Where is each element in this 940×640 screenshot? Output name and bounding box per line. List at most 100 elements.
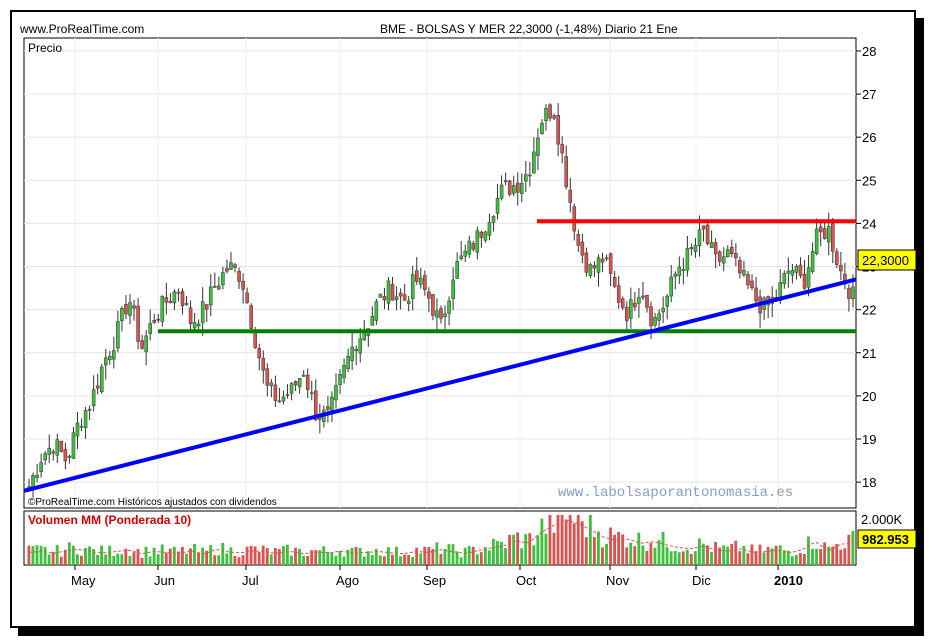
volume-bar	[75, 554, 79, 565]
volume-bar	[108, 545, 112, 565]
volume-bar	[427, 546, 431, 565]
volume-bar	[31, 546, 35, 565]
volume-bar	[693, 551, 697, 565]
candle-down	[717, 251, 722, 262]
volume-bar	[831, 546, 835, 565]
volume-bar	[609, 527, 612, 565]
price-tick-label: 22	[862, 303, 876, 318]
candle-down	[204, 304, 209, 310]
candle-up	[726, 249, 730, 258]
candle-down	[261, 357, 266, 371]
time-tick-label: Nov	[606, 573, 630, 588]
candle-down	[249, 305, 253, 329]
volume-bar	[415, 547, 419, 565]
candle-up	[269, 382, 274, 386]
site-label: www.ProRealTime.com	[20, 22, 145, 36]
volume-bar	[568, 515, 572, 565]
volume-bar	[245, 546, 249, 565]
volume-bar	[273, 548, 277, 565]
volume-bar	[588, 515, 592, 565]
watermark: www.labolsaporantonomasia.es	[558, 485, 793, 501]
candle-up	[475, 230, 480, 253]
volume-bar	[362, 556, 366, 565]
candle-up	[192, 322, 197, 329]
volume-bar	[750, 544, 754, 565]
candle-down	[572, 206, 577, 232]
volume-bar	[572, 523, 576, 565]
candle-down	[427, 291, 431, 299]
volume-bar	[298, 548, 301, 565]
candle-up	[588, 264, 593, 276]
volume-bar	[120, 554, 124, 565]
candle-up	[301, 374, 306, 377]
candle-down	[730, 246, 734, 254]
volume-bar	[160, 544, 164, 565]
candle-up	[67, 455, 72, 458]
candle-down	[576, 234, 581, 246]
price-tick-label: 25	[862, 173, 876, 188]
volume-bar	[172, 546, 176, 565]
volume-bar	[605, 543, 608, 565]
volume-bar	[241, 555, 245, 565]
volume-bar	[209, 545, 213, 565]
candle-up	[665, 295, 669, 307]
volume-bar	[528, 533, 532, 565]
volume-bar	[156, 554, 160, 565]
volume-badge	[857, 529, 917, 549]
volume-bar	[382, 556, 386, 565]
volume-bar	[847, 534, 851, 565]
candle-down	[620, 298, 625, 308]
volume-bar	[47, 554, 51, 565]
volume-bar	[802, 553, 806, 565]
volume-bar	[524, 534, 528, 565]
volume-bar	[281, 546, 285, 565]
candle-up	[629, 299, 633, 319]
volume-bar	[722, 545, 726, 565]
candle-down	[689, 247, 694, 250]
candle-up	[358, 338, 362, 354]
volume-bar	[59, 556, 63, 565]
candle-up	[116, 321, 120, 349]
candle-down	[568, 189, 573, 203]
candle-down	[390, 284, 395, 301]
candle-up	[463, 250, 468, 257]
candle-down	[612, 276, 617, 287]
time-tick-label: Dic	[692, 573, 711, 588]
volume-bar	[835, 543, 839, 565]
candle-up	[99, 366, 104, 392]
candle-down	[63, 449, 68, 462]
candle-down	[839, 265, 843, 272]
candle-up	[176, 291, 181, 294]
candle-up	[487, 222, 492, 236]
price-tick-label: 28	[862, 44, 876, 59]
time-tick-label: Ago	[336, 573, 359, 588]
volume-bar	[318, 550, 322, 565]
price-tick-label: 18	[862, 475, 876, 490]
volume-bar	[431, 549, 435, 565]
price-axis: 1819202122232425262728	[856, 44, 876, 490]
candle-up	[544, 108, 548, 121]
volume-bar	[548, 515, 552, 565]
candle-down	[798, 264, 803, 276]
volume-bar	[39, 545, 43, 565]
candle-up	[83, 410, 88, 429]
candle-up	[653, 317, 657, 326]
volume-bar	[265, 547, 269, 565]
candle-up	[221, 272, 225, 286]
candlestick-series	[27, 103, 855, 498]
price-grid	[24, 50, 856, 483]
candle-down	[225, 268, 229, 272]
candle-up	[540, 122, 544, 134]
volume-bar	[653, 547, 657, 565]
volume-bar	[290, 555, 293, 565]
candle-down	[423, 275, 427, 291]
volume-bar	[249, 545, 253, 565]
candle-down	[515, 182, 520, 193]
trend-lines	[23, 219, 857, 493]
candle-up	[536, 137, 540, 156]
candle-down	[152, 320, 156, 323]
candle-up	[524, 174, 528, 182]
candle-down	[156, 318, 161, 321]
volume-bar	[730, 543, 734, 565]
candle-up	[451, 279, 455, 299]
